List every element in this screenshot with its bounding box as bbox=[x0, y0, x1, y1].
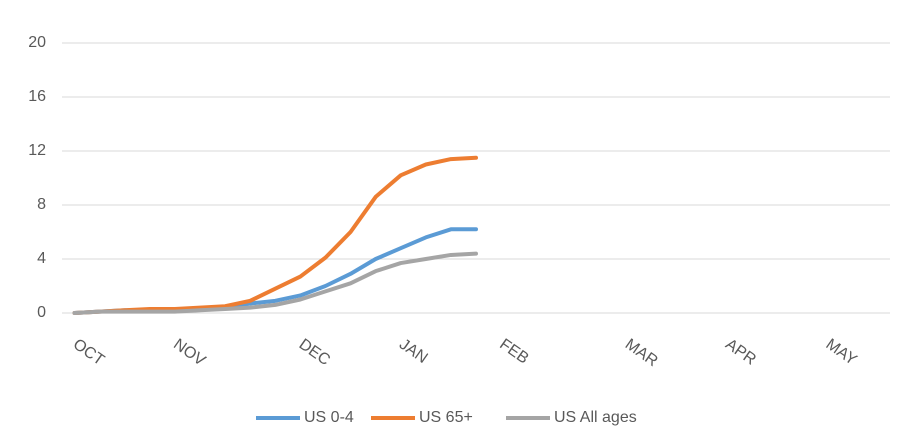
x-tick-label: APR bbox=[722, 336, 759, 369]
y-tick-label: 4 bbox=[37, 250, 46, 267]
x-tick-label: DEC bbox=[296, 336, 333, 369]
legend-label: US 0-4 bbox=[304, 409, 354, 426]
series-line bbox=[72, 251, 478, 315]
x-tick-label: MAY bbox=[823, 336, 860, 369]
legend-label: US All ages bbox=[554, 409, 637, 426]
legend-label: US 65+ bbox=[419, 409, 473, 426]
x-tick-label: NOV bbox=[170, 336, 208, 370]
y-tick-label: 12 bbox=[28, 142, 46, 159]
x-tick-label: MAR bbox=[622, 336, 661, 370]
y-tick-label: 16 bbox=[28, 88, 46, 105]
y-tick-label: 20 bbox=[28, 34, 46, 51]
y-tick-label: 0 bbox=[37, 304, 46, 321]
x-tick-label: FEB bbox=[496, 336, 531, 368]
x-tick-label: OCT bbox=[70, 336, 108, 369]
x-tick-label: JAN bbox=[396, 336, 431, 367]
series-line bbox=[72, 227, 478, 315]
y-tick-label: 8 bbox=[37, 196, 46, 213]
series-line bbox=[72, 155, 478, 315]
